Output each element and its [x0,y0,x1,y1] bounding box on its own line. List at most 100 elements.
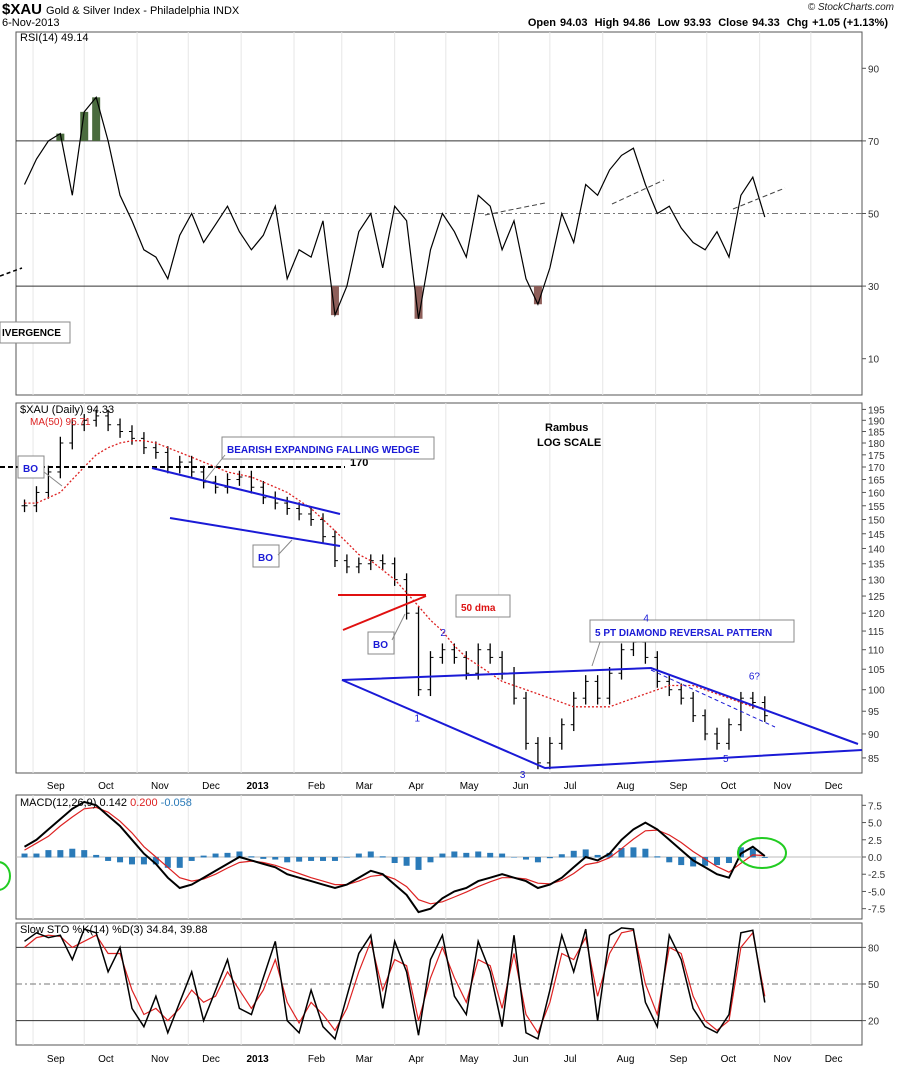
x-tick-label: Nov [774,781,792,792]
50dma-label: 50 dma [461,603,496,614]
wedge-line [151,467,341,515]
macd-histogram-bar [331,857,338,861]
price-tick-label: 175 [868,451,885,462]
price-legend: $XAU (Daily) 94.33 [20,404,114,416]
price-tick-label: 150 [868,516,885,527]
price-tick-label: 105 [868,665,885,676]
macd-legend: MACD(12,26,9) 0.142 0.200 -0.058 [20,797,192,809]
high-label: High [594,17,620,29]
macd-histogram-bar [499,853,506,858]
macd-histogram-bar [618,848,625,858]
macd-histogram-bar [200,855,207,858]
macd-histogram-bar [475,851,482,858]
macd-line [24,800,766,914]
price-tick-label: 100 [868,686,885,697]
sto-tick-label: 80 [868,943,880,954]
x-tick-label-bottom: Oct [98,1054,114,1065]
price-tick-label: 130 [868,576,885,587]
bo-label-2-box [252,544,280,568]
bo-label-1: BO [23,464,38,475]
price-frame [15,402,863,774]
chart-date: 6-Nov-2013 [2,17,60,29]
price-tick-label: 140 [868,544,885,555]
x-tick-label-bottom: Sep [669,1054,687,1065]
index-name: Gold & Silver Index - Philadelphia [46,5,210,17]
macd-panel: 7.5 5.0 2.5 0.0 -2.5 -5.0 -7.5 MACD(12,26,9) 0.… [0,794,886,920]
stochastic-panel: 20 50 80 Slow STO %K(14) %D(3) 34.84, 39.88 [15,922,880,1046]
rsi-tick-label: 10 [868,355,880,366]
macd-histogram-bar [128,857,135,865]
x-tick-label: 2013 [246,781,269,792]
close-label: Close [718,17,749,29]
price-subtitle: LOG SCALE [537,437,601,449]
price-tick-label: 85 [868,754,880,765]
diamond-point-label: 3 [520,770,526,781]
x-tick-label-bottom: Dec [825,1054,843,1065]
price-tick-label: 90 [868,730,880,741]
macd-histogram-bar [33,853,40,858]
symbol: $XAU [2,1,43,18]
wedge-label: BEARISH EXPANDING FALLING WEDGE [227,445,420,456]
diamond-pattern [341,666,863,770]
macd-histogram-bar [451,851,458,858]
brand-credit: © StockCharts.com [807,2,894,13]
bo-label-2: BO [258,553,273,564]
macd-histogram-bar [379,856,386,858]
macd-histogram-bar [714,857,721,866]
x-tick-label-bottom: Aug [617,1054,635,1065]
x-tick-label-bottom: Nov [774,1054,792,1065]
macd-histogram-bar [439,853,446,858]
rsi-trendline [611,179,665,205]
price-tick-label: 190 [868,416,885,427]
rsi-oversold-fill [330,286,339,316]
x-tick-label: May [460,781,479,792]
price-tick-label: 155 [868,502,885,513]
macd-histogram-bar [415,857,422,870]
x-tick-label-bottom: Mar [356,1054,374,1065]
x-tick-label: Dec [825,781,843,792]
macd-histogram-bar [236,851,243,858]
macd-histogram-bar [630,847,637,858]
price-tick-label: 95 [868,707,880,718]
macd-histogram-bar [176,857,183,868]
rsi-legend: RSI(14) 49.14 [20,32,88,44]
x-tick-label-bottom: 2013 [246,1054,269,1065]
macd-histogram-bar [355,853,362,858]
x-tick-label-bottom: Jul [564,1054,577,1065]
macd-histogram-bar [21,853,28,858]
diamond-label-box [589,619,795,643]
macd-histogram-bar [296,857,303,862]
divergence-label-box [0,321,71,344]
divergence-label: IVERGENCE [2,328,61,339]
x-tick-label-bottom: Dec [202,1054,220,1065]
macd-histogram-bar [105,857,112,861]
sto-d-line [24,929,766,1035]
price-tick-label: 165 [868,476,885,487]
macd-histogram-bar [391,857,398,864]
ma50-legend: MA(50) 95.71 [30,417,91,428]
price-tick-label: 125 [868,592,885,603]
macd-histogram-bar [45,850,52,858]
x-tick-label-bottom: Apr [409,1054,425,1065]
rsi-tick-label: 50 [868,210,880,221]
macd-histogram-bar [152,857,159,865]
x-tick-label: Feb [308,781,326,792]
macd-histogram-bar [522,857,529,860]
rsi-tick-label: 90 [868,64,880,75]
rsi-overbought-fill [80,111,89,141]
diamond-point-label: 6? [749,672,761,683]
macd-histogram-bar [666,857,673,863]
price-tick-label: 160 [868,488,885,499]
ma50-line [24,440,765,709]
rsi-trendline [484,202,546,216]
rsi-overbought-fill [56,133,65,141]
macd-tick-label: -5.0 [868,887,886,898]
wedge-line [169,517,341,547]
macd-histogram-bar [343,857,350,858]
highlight-circle [737,837,787,869]
macd-histogram-bar [534,857,541,863]
bo-pointer [391,613,406,641]
diamond-point-label: 1 [415,714,421,725]
macd-histogram-bar [224,852,231,858]
macd-signal-line [24,806,765,905]
